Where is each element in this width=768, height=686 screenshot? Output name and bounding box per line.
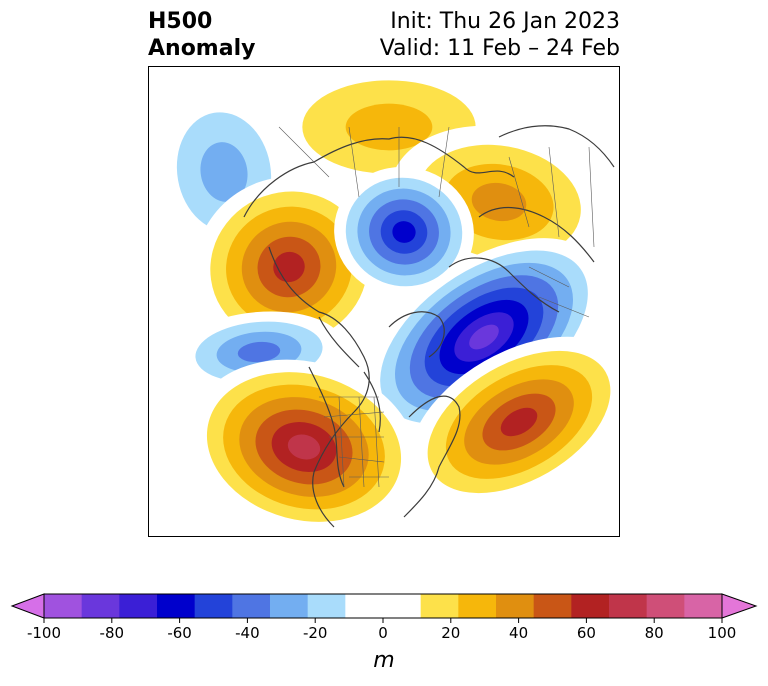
colorbar-segment: [270, 594, 309, 618]
colorbar-extension-low: [10, 593, 45, 619]
map-canvas: [153, 67, 619, 535]
colorbar-segments: [10, 593, 758, 619]
colorbar-segment: [571, 594, 610, 618]
date-header: Init: Thu 26 Jan 2023 Valid: 11 Feb – 24…: [380, 8, 620, 62]
colorbar-segment: [383, 594, 422, 618]
valid-range: Valid: 11 Feb – 24 Feb: [379, 36, 620, 61]
colorbar-segment: [496, 594, 535, 618]
colorbar-tick-label: 100: [708, 624, 737, 642]
colorbar-segment: [307, 594, 346, 618]
colorbar-segment: [646, 594, 685, 618]
colorbar-segment: [81, 594, 120, 618]
colorbar-segment: [194, 594, 233, 618]
colorbar-tick-label: 80: [645, 624, 664, 642]
colorbar-segment: [458, 594, 497, 618]
anomaly-atlantic-negative: [365, 238, 603, 436]
colorbar-segment: [684, 594, 723, 618]
colorbar-segment: [232, 594, 271, 618]
colorbar-segment: [345, 594, 384, 618]
colorbar-tick-label: -20: [303, 624, 328, 642]
contour-level: [500, 407, 538, 437]
contour-level: [200, 142, 248, 202]
coastlines: [243, 125, 615, 528]
colorbar-extension-high: [721, 593, 758, 619]
colorbar-tick-label: -40: [235, 624, 260, 642]
contour-level: [392, 221, 416, 243]
colorbar-tick-label: 40: [509, 624, 528, 642]
colorbar-segment: [533, 594, 572, 618]
colorbar-tick-label: -100: [27, 624, 61, 642]
init-date: Init: Thu 26 Jan 2023: [390, 9, 620, 34]
contour-level: [469, 324, 499, 350]
colorbar-tick-label: -60: [167, 624, 192, 642]
colorbar-segment: [420, 594, 459, 618]
anomaly-contours: [153, 67, 619, 535]
anomaly-map: [148, 66, 620, 537]
colorbar-segment: [157, 594, 196, 618]
map-title: H500 Anomaly: [148, 8, 255, 62]
colorbar-segment: [119, 594, 158, 618]
contour-level: [471, 182, 527, 222]
contour-level: [237, 341, 281, 363]
colorbar-tick-label: 20: [441, 624, 460, 642]
colorbar: -100 -80 -60 -40 -20 0 20 40 60 80 100: [10, 593, 758, 642]
colorbar-segment: [609, 594, 648, 618]
borders: [278, 126, 595, 488]
contour-level: [287, 434, 321, 460]
contour-level: [345, 103, 433, 151]
colorbar-tick-label: 0: [378, 624, 388, 642]
colorbar-tick-label: -80: [100, 624, 125, 642]
colorbar-unit: m: [373, 648, 395, 673]
anomaly-atlantic-positive: [409, 336, 619, 508]
colorbar-segment: [44, 594, 83, 618]
colorbar-tick-label: 60: [577, 624, 596, 642]
anomaly-arctic-negative: [334, 166, 474, 298]
variable-label: H500: [148, 9, 213, 34]
colorbar-ticks: -100 -80 -60 -40 -20 0 20 40 60 80 100: [27, 618, 736, 642]
subvariable-label: Anomaly: [148, 36, 256, 61]
anomaly-pacific-positive: [190, 359, 418, 535]
